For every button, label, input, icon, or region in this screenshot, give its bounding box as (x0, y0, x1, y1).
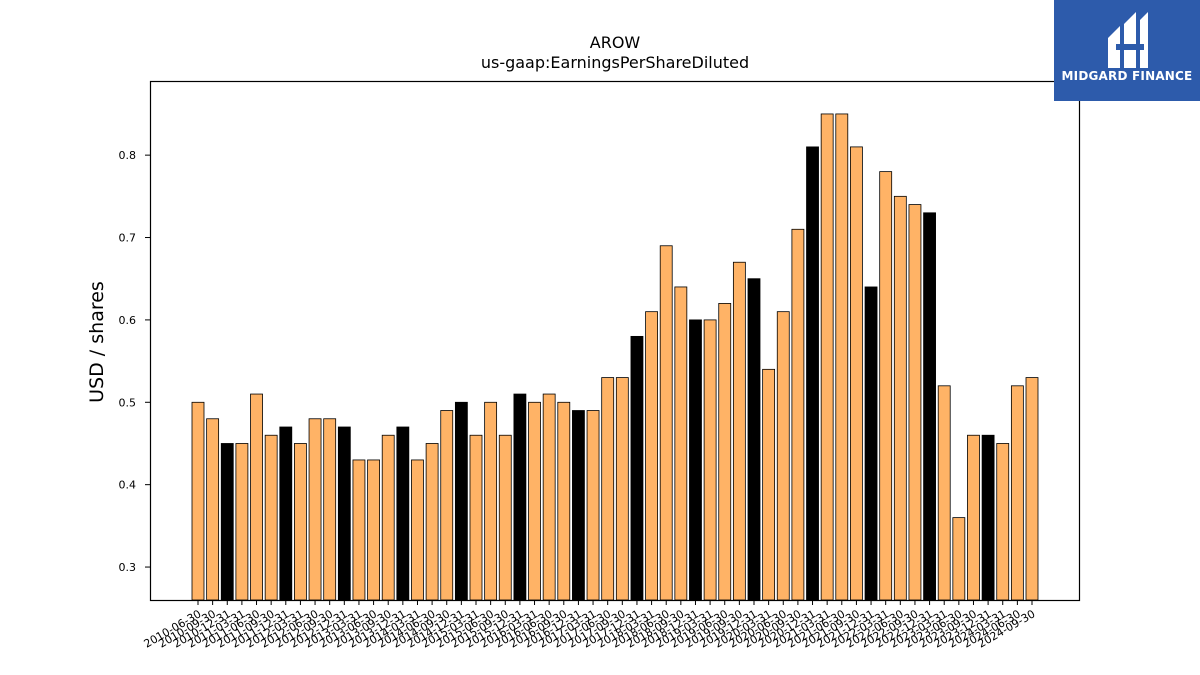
bar-2019-12-31 (747, 278, 761, 601)
bar-2011-03-31 (235, 443, 249, 601)
bar-2015-09-30 (498, 434, 512, 601)
bar-2021-09-30 (850, 146, 863, 601)
bar-2020-12-31 (806, 146, 819, 601)
y-tick-label: 0.5 (119, 396, 137, 409)
bar-2012-06-30 (308, 418, 322, 601)
bar-2013-12-31 (396, 426, 410, 601)
bar-2019-09-30 (732, 261, 746, 601)
bar-2021-03-31 (820, 113, 834, 601)
bar-2015-06-30 (484, 401, 498, 601)
bar-2011-09-30 (264, 434, 278, 601)
y-axis-ticks: 0.3 0.4 0.5 0.6 0.7 0.8 (119, 149, 150, 574)
bar-2016-09-30 (557, 401, 571, 601)
bar-2010-06-30 (191, 401, 205, 601)
bar-2023-12-31 (981, 434, 995, 601)
bar-2024-09-30 (1025, 377, 1039, 601)
bar-2013-09-30 (381, 434, 395, 601)
bar-2012-03-31 (294, 443, 307, 601)
bar-2015-12-31 (513, 393, 527, 601)
bar-2019-06-30 (718, 303, 732, 601)
y-tick-label: 0.4 (119, 479, 137, 492)
y-axis-label: USD / shares (86, 281, 108, 403)
bar-2014-09-30 (440, 410, 454, 601)
bar-2021-12-31 (864, 286, 878, 601)
bar-2017-12-31 (630, 335, 644, 601)
plot-area-frame (149, 80, 1081, 602)
brand-name: MIDGARD FINANCE (1061, 69, 1193, 83)
bar-2024-03-31 (996, 443, 1010, 601)
brand-logo: MIDGARD FINANCE (1054, 0, 1200, 101)
chart-subtitle: us-gaap:EarningsPerShareDiluted (481, 53, 749, 72)
bar-2020-06-30 (776, 311, 790, 601)
bar-2017-06-30 (601, 377, 615, 601)
bar-2018-09-30 (674, 286, 688, 601)
midgard-logo-icon (1108, 12, 1148, 68)
bar-2021-06-30 (835, 113, 849, 601)
bar-2016-03-31 (528, 401, 541, 601)
bar-2012-12-31 (337, 426, 351, 601)
bar-2020-03-31 (762, 368, 776, 601)
bar-2014-12-31 (454, 401, 468, 601)
bar-2017-09-30 (615, 377, 629, 601)
bar-2017-03-31 (586, 410, 600, 601)
y-tick-label: 0.7 (119, 232, 137, 245)
bar-2011-06-30 (250, 393, 263, 601)
bar-2013-03-31 (352, 459, 366, 601)
bar-2022-06-30 (893, 195, 907, 601)
bar-2015-03-31 (469, 434, 483, 601)
bar-2024-06-30 (1010, 385, 1024, 601)
bar-2013-06-30 (367, 459, 380, 601)
chart-title: AROW (590, 33, 641, 52)
bar-2023-03-31 (937, 385, 951, 601)
bar-2018-06-30 (659, 245, 673, 601)
bar-2022-09-30 (908, 204, 922, 601)
bars-group (191, 113, 1039, 601)
bar-2014-06-30 (425, 443, 439, 601)
y-tick-label: 0.8 (119, 149, 137, 162)
bar-2022-03-31 (879, 171, 893, 601)
y-tick-label: 0.6 (119, 314, 137, 327)
bar-2014-03-31 (411, 459, 424, 601)
bar-2011-12-31 (279, 426, 293, 601)
bar-2016-06-30 (542, 393, 556, 601)
bar-2019-03-31 (703, 319, 717, 601)
bar-2016-12-31 (572, 410, 585, 601)
y-tick-label: 0.3 (119, 561, 137, 574)
bar-2018-03-31 (645, 311, 658, 601)
bar-2012-09-30 (323, 418, 337, 601)
bar-2023-09-30 (967, 434, 980, 601)
bar-2020-09-30 (791, 228, 805, 601)
bar-2010-12-31 (220, 443, 234, 601)
x-axis-ticks: 2010-06-302010-09-302010-12-312011-03-31… (142, 600, 1038, 651)
bar-2023-06-30 (952, 517, 966, 601)
bar-2022-12-31 (923, 212, 936, 601)
bar-2010-09-30 (206, 418, 220, 601)
bar-2018-12-31 (689, 319, 702, 601)
